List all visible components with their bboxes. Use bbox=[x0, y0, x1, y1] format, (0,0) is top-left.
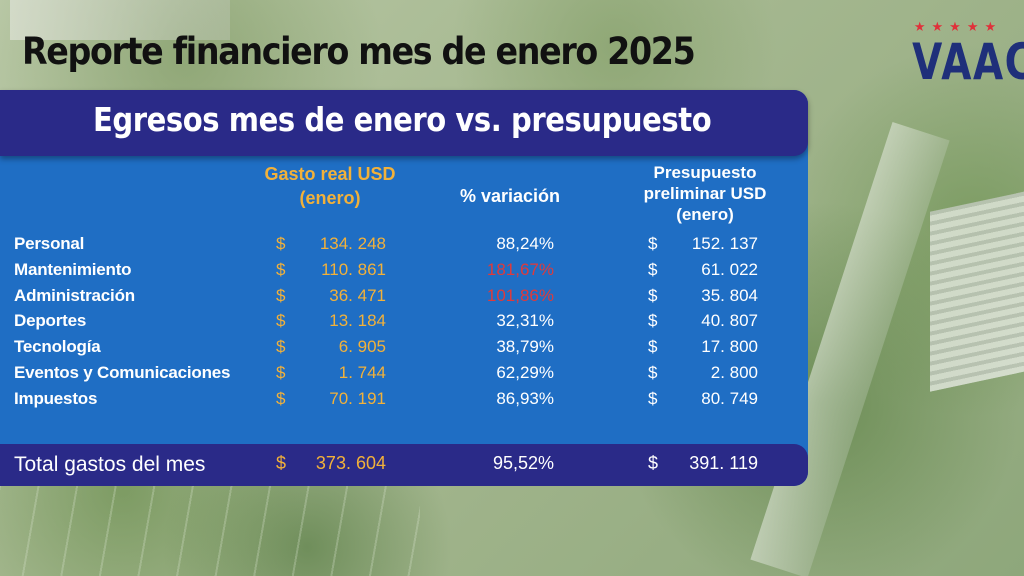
table-row: Deportes $13. 184 32,31% $40. 807 bbox=[0, 308, 808, 334]
table-row: Impuestos $70. 191 86,93% $80. 749 bbox=[0, 386, 808, 412]
star-icon: ★ bbox=[913, 19, 926, 34]
section-header bbox=[0, 90, 808, 156]
currency-symbol: $ bbox=[648, 285, 658, 305]
currency-symbol: $ bbox=[648, 453, 659, 473]
currency-symbol: $ bbox=[276, 363, 286, 382]
row-label: Deportes bbox=[14, 311, 87, 331]
logo-stars: ★ ★ ★ ★ ★ bbox=[900, 20, 1010, 33]
row-label: Impuestos bbox=[14, 388, 98, 408]
row-label: Administración bbox=[14, 285, 135, 305]
table-row: Mantenimiento $110. 861 181,67% $61. 022 bbox=[0, 257, 808, 283]
budget-value: 17. 800 bbox=[701, 337, 758, 357]
currency-symbol: $ bbox=[276, 311, 286, 331]
row-label: Mantenimiento bbox=[14, 259, 132, 279]
currency-symbol: $ bbox=[648, 234, 658, 253]
real-expense-value: 110. 861 bbox=[321, 259, 386, 279]
budget-value: 2. 800 bbox=[710, 363, 758, 382]
column-header-real-expense: Gasto real USD (enero) bbox=[264, 164, 396, 208]
table-row: Administración $36. 471 101,86% $35. 804 bbox=[0, 283, 808, 309]
variation-value: 101,86% bbox=[486, 285, 554, 305]
budget-value: 80. 749 bbox=[701, 388, 758, 408]
real-expense-value: 70. 191 bbox=[329, 388, 386, 408]
budget-value: 61. 022 bbox=[701, 259, 758, 279]
star-icon: ★ bbox=[931, 19, 944, 34]
table-row: Personal $134. 248 88,24% $152. 137 bbox=[0, 231, 808, 257]
budget-value: 40. 807 bbox=[701, 311, 758, 331]
currency-symbol: $ bbox=[276, 259, 286, 279]
currency-symbol: $ bbox=[648, 388, 658, 408]
logo-text: VAAC bbox=[912, 33, 1024, 91]
budget-value: 152. 137 bbox=[691, 234, 758, 253]
variation-value: 86,93% bbox=[496, 388, 554, 408]
currency-symbol: $ bbox=[648, 337, 658, 357]
currency-symbol: $ bbox=[276, 388, 286, 408]
star-icon: ★ bbox=[949, 19, 961, 34]
section-title: Egresos mes de enero vs. presupuesto bbox=[93, 100, 712, 139]
table-row: Eventos y Comunicaciones $1. 744 62,29% $2.… bbox=[0, 360, 808, 386]
real-expense-value: 1. 744 bbox=[338, 363, 386, 382]
column-header-variation: % variación bbox=[459, 186, 561, 206]
expenses-panel bbox=[0, 90, 808, 486]
table-row: Tecnología $6. 905 38,79% $17. 800 bbox=[0, 334, 808, 360]
row-label: Tecnología bbox=[14, 337, 101, 357]
currency-symbol: $ bbox=[648, 311, 658, 331]
currency-symbol: $ bbox=[648, 259, 658, 279]
column-header-budget: Presupuesto preliminar USD (enero) bbox=[643, 163, 767, 224]
row-label: Eventos y Comunicaciones bbox=[14, 363, 231, 382]
star-icon: ★ bbox=[984, 19, 997, 34]
real-expense-value: 13. 184 bbox=[329, 311, 386, 331]
real-expense-value: 134. 248 bbox=[319, 234, 386, 253]
variation-value: 88,24% bbox=[496, 234, 554, 253]
variation-value: 32,31% bbox=[496, 311, 554, 331]
currency-symbol: $ bbox=[276, 285, 286, 305]
variation-value: 62,29% bbox=[496, 363, 554, 382]
background-roof bbox=[930, 188, 1024, 392]
star-icon: ★ bbox=[966, 19, 979, 34]
real-expense-value: 6. 905 bbox=[338, 337, 386, 357]
background-building bbox=[10, 0, 230, 40]
total-budget-value: 391. 119 bbox=[689, 453, 758, 473]
total-row: Total gastos del mes $ 373. 604 95,52% $… bbox=[0, 444, 808, 486]
currency-symbol: $ bbox=[276, 453, 287, 473]
vaac-logo: ★ ★ ★ ★ ★ VAAC bbox=[900, 20, 1024, 94]
total-label: Total gastos del mes bbox=[14, 453, 206, 476]
currency-symbol: $ bbox=[276, 234, 286, 253]
page-title: Reporte financiero mes de enero 2025 bbox=[22, 30, 696, 73]
currency-symbol: $ bbox=[276, 337, 286, 357]
total-real-value: 373. 604 bbox=[315, 453, 386, 473]
row-label: Personal bbox=[14, 234, 85, 253]
variation-value: 181,67% bbox=[486, 259, 554, 279]
budget-value: 35. 804 bbox=[701, 285, 758, 305]
total-variation-value: 95,52% bbox=[492, 453, 554, 473]
variation-value: 38,79% bbox=[496, 337, 554, 357]
currency-symbol: $ bbox=[648, 363, 658, 382]
background-field bbox=[0, 480, 420, 576]
real-expense-value: 36. 471 bbox=[329, 285, 386, 305]
